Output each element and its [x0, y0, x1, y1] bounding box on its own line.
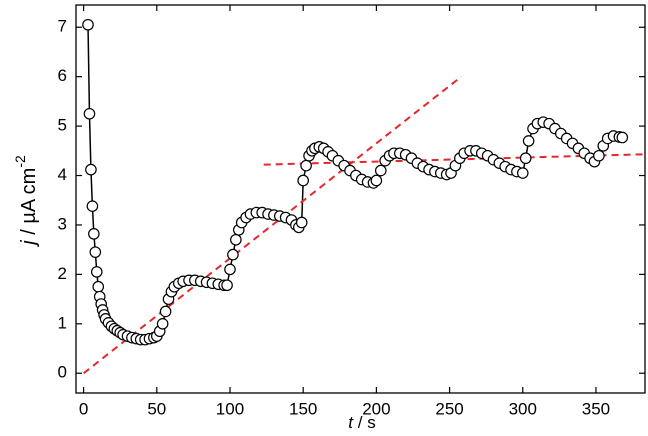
data-point	[227, 248, 239, 261]
x-tick-label: 100	[216, 399, 244, 418]
y-tick-label: 7	[58, 17, 67, 36]
data-point	[86, 200, 99, 212]
data-point	[90, 266, 103, 278]
x-axis-label: t / s	[348, 413, 375, 432]
data-point	[300, 159, 312, 172]
data-point	[88, 228, 100, 240]
y-axis-label: j / µA cm-2	[12, 155, 41, 248]
y-tick-label: 0	[58, 363, 67, 382]
x-tick-label: 350	[582, 399, 610, 418]
data-point	[82, 18, 94, 31]
data-point	[89, 246, 102, 258]
data-point	[616, 131, 629, 144]
y-tick-label: 6	[58, 66, 67, 85]
data-point	[516, 167, 529, 179]
x-tick-label: 250	[435, 399, 463, 418]
data-point	[224, 263, 236, 276]
data-point	[83, 107, 96, 120]
y-tick-label: 1	[58, 313, 67, 332]
data-point	[370, 174, 383, 187]
data-point	[159, 305, 172, 318]
data-point	[230, 233, 242, 246]
data-point	[522, 135, 535, 147]
y-axis-label-italic: j	[18, 240, 40, 248]
y-tick-label: 3	[58, 214, 67, 233]
x-tick-label: 50	[147, 399, 166, 418]
x-tick-label: 200	[362, 399, 390, 418]
data-point	[156, 318, 169, 330]
x-axis-label-text: / s	[353, 413, 376, 432]
x-tick-label: 150	[289, 399, 317, 418]
data-point	[297, 174, 309, 187]
plot-frame	[75, 4, 646, 394]
data-point	[374, 164, 387, 177]
data-point	[519, 152, 532, 165]
data-point	[295, 216, 308, 229]
y-axis-label-sup: -2	[12, 155, 28, 168]
data-point	[92, 280, 105, 293]
data-point	[593, 149, 605, 162]
x-tick-label: 0	[79, 399, 88, 418]
y-axis-label-text: / µA cm	[18, 168, 40, 241]
x-axis-label-italic: t	[348, 413, 354, 432]
x-tick-label: 300	[509, 399, 537, 418]
fit-line	[82, 75, 462, 375]
data-point	[221, 279, 233, 292]
data-point	[85, 163, 97, 176]
y-tick-label: 4	[58, 165, 67, 184]
y-tick-label: 2	[58, 264, 67, 283]
y-tick-label: 5	[58, 116, 67, 135]
